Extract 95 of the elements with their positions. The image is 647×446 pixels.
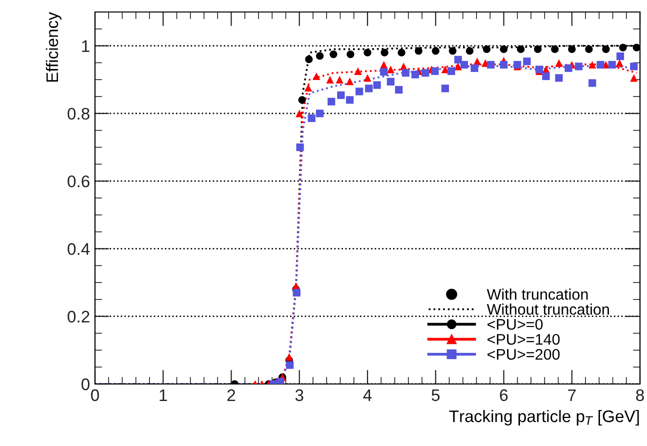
point	[454, 62, 462, 70]
point	[326, 76, 334, 84]
point	[398, 48, 406, 56]
point	[448, 47, 456, 55]
point	[454, 56, 462, 64]
x-tick-label: 3	[295, 389, 304, 402]
point	[316, 110, 324, 118]
point	[500, 45, 508, 54]
point	[364, 74, 372, 82]
point	[482, 45, 491, 54]
y-tick-label: 0.8	[68, 108, 90, 120]
point	[523, 58, 531, 66]
point	[447, 67, 456, 75]
point	[630, 62, 638, 70]
point	[337, 91, 345, 99]
point	[328, 98, 336, 106]
point	[470, 64, 478, 72]
x-tick-label: 0	[91, 389, 99, 402]
x-axis-title: Tracking particle p$_{T}$ [GeV]	[449, 410, 639, 426]
point	[346, 78, 354, 86]
point	[460, 60, 468, 69]
point	[386, 78, 394, 86]
x-tick-label: 8	[636, 389, 644, 402]
point	[365, 84, 373, 92]
point	[316, 52, 324, 60]
point	[568, 45, 576, 54]
point	[373, 81, 381, 89]
point	[380, 68, 388, 76]
point	[487, 60, 495, 69]
y-tick-label: 0.2	[68, 310, 90, 323]
point	[305, 56, 313, 64]
point	[354, 67, 362, 75]
point	[555, 59, 563, 67]
point	[422, 69, 430, 77]
y-tick-label: 1	[82, 40, 90, 52]
point	[380, 48, 388, 56]
point	[364, 48, 372, 56]
point	[414, 47, 422, 55]
x-tick-label: 1	[160, 389, 167, 401]
point	[588, 79, 596, 87]
point	[285, 353, 293, 361]
point	[466, 47, 474, 55]
point	[616, 59, 624, 67]
point	[574, 62, 582, 70]
point	[588, 60, 596, 69]
point	[516, 45, 525, 54]
point	[551, 45, 559, 54]
x-tick-label: 2	[227, 389, 236, 401]
point	[534, 45, 542, 54]
y-axis-title: Efficiency	[46, 12, 62, 82]
y-tick-label: 0.6	[68, 175, 90, 188]
point	[619, 44, 627, 52]
point	[630, 74, 638, 82]
point	[395, 86, 403, 94]
point	[608, 60, 616, 69]
point	[632, 44, 640, 52]
annotation: Without truncation	[486, 304, 609, 315]
point	[432, 47, 440, 55]
point	[602, 45, 610, 54]
point	[441, 84, 449, 92]
point	[330, 50, 338, 58]
legend-label: <PU>=0	[488, 318, 543, 330]
point	[500, 60, 508, 69]
point	[276, 378, 284, 384]
point	[308, 114, 316, 122]
point	[296, 110, 304, 118]
legend-label: <PU>=200	[488, 348, 560, 360]
annotation: With truncation	[486, 288, 588, 300]
point	[296, 143, 304, 152]
x-tick-label: 5	[432, 389, 440, 402]
legend-label: <PU>=140	[488, 334, 560, 345]
y-tick-label: 0	[82, 378, 90, 390]
point	[564, 64, 572, 72]
point	[585, 45, 593, 54]
point	[336, 76, 344, 84]
point	[286, 361, 294, 369]
x-tick-label: 4	[363, 389, 372, 401]
point	[346, 96, 354, 104]
point	[312, 72, 320, 80]
point	[411, 70, 419, 78]
x-tick-label: 6	[500, 389, 508, 402]
point	[542, 72, 550, 80]
point	[402, 69, 410, 77]
point	[304, 84, 312, 92]
point	[346, 50, 354, 58]
point	[431, 67, 439, 75]
point	[596, 60, 604, 69]
point	[356, 88, 364, 96]
y-tick-label: 0.4	[68, 243, 90, 255]
point	[386, 66, 394, 74]
point	[292, 288, 300, 296]
point	[298, 96, 306, 104]
point	[555, 74, 563, 82]
x-tick-label: 7	[568, 389, 576, 401]
point	[616, 52, 624, 60]
